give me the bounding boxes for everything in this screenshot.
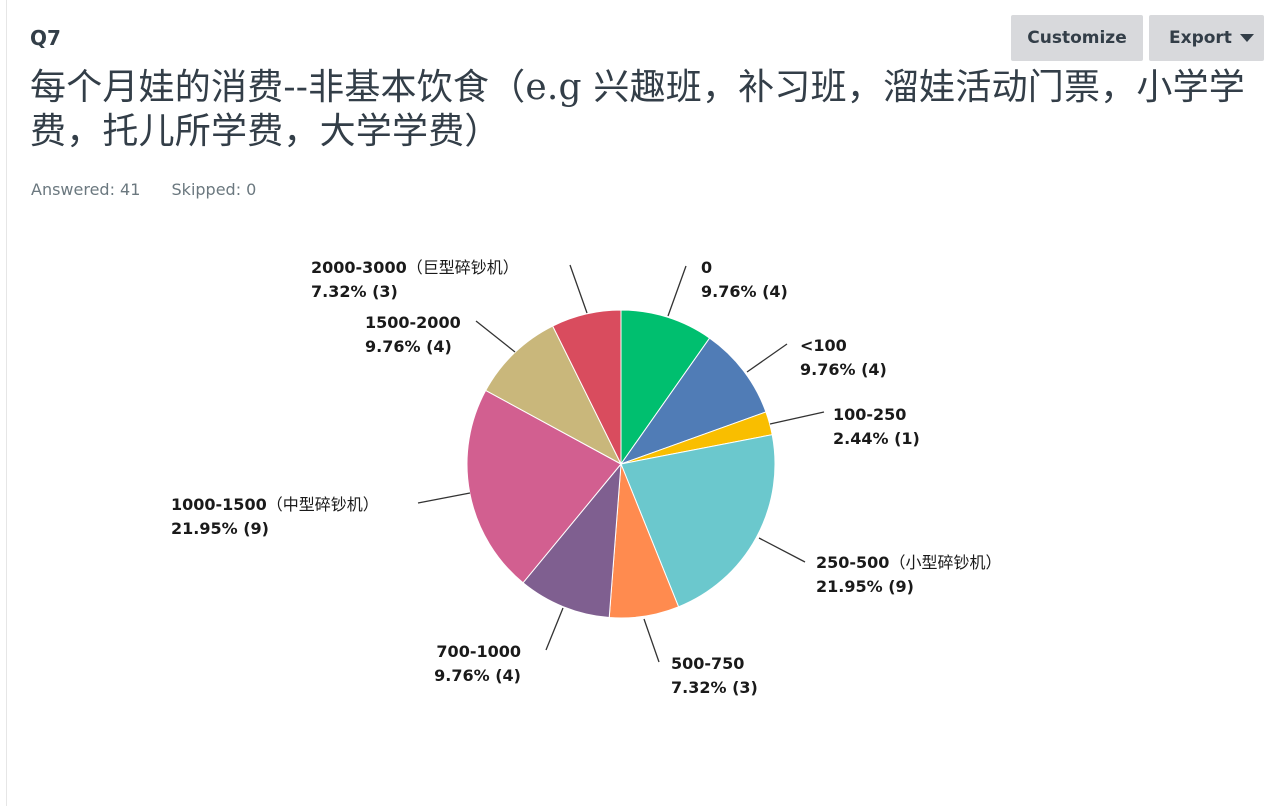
export-label: Export (1169, 28, 1232, 48)
pie-slice[interactable] (620, 309, 711, 466)
leader-line (758, 537, 806, 563)
slice-label: 0 (701, 258, 712, 277)
leader-line (545, 607, 564, 651)
slice-percent-label: 7.32% (3) (311, 282, 398, 301)
slice-percent-label: 21.95% (9) (816, 577, 914, 596)
caret-down-icon (1239, 34, 1254, 42)
left-edge-divider (6, 0, 7, 806)
pie-slice[interactable] (620, 434, 776, 608)
slice-percent-label: 21.95% (9) (171, 519, 269, 538)
slice-label: <100 (800, 336, 847, 355)
export-button[interactable]: Export (1149, 15, 1264, 61)
question-title: 每个月娃的消费--非基本饮食（e.g 兴趣班，补习班，溜娃活动门票，小学学费，托… (30, 67, 1245, 152)
slice-percent-label: 2.44% (1) (833, 429, 920, 448)
customize-button[interactable]: Customize (1011, 15, 1143, 61)
slice-percent-label: 9.76% (4) (701, 282, 788, 301)
leader-line (417, 492, 471, 504)
slice-percent-label: 7.32% (3) (671, 678, 758, 697)
leader-line (746, 343, 788, 373)
pie-slice[interactable] (551, 309, 622, 465)
slice-label: 250-500（小型碎钞机） (816, 553, 1001, 572)
slice-percent-label: 9.76% (4) (365, 337, 452, 356)
leader-line (643, 618, 660, 663)
slice-label: 500-750 (671, 654, 744, 673)
slice-label: 1500-2000 (365, 313, 461, 332)
pie-slice[interactable] (522, 462, 622, 619)
slice-label: 100-250 (833, 405, 906, 424)
leader-line (667, 265, 687, 317)
slice-label: 700-1000 (436, 642, 521, 661)
leader-line (569, 264, 588, 314)
leader-line (769, 411, 825, 425)
slice-label: 1000-1500（中型碎钞机） (171, 495, 379, 514)
skipped-count: Skipped: 0 (171, 180, 257, 199)
question-number: Q7 (30, 26, 61, 50)
answered-count: Answered: 41 (31, 180, 141, 199)
leader-line (475, 320, 516, 353)
slice-label: 2000-3000（巨型碎钞机） (311, 258, 519, 277)
pie-slice[interactable] (485, 325, 623, 466)
slice-percent-label: 9.76% (4) (434, 666, 521, 685)
slice-percent-label: 9.76% (4) (800, 360, 887, 379)
response-stats: Answered: 41 Skipped: 0 (31, 180, 282, 199)
pie-slice[interactable] (619, 337, 767, 466)
